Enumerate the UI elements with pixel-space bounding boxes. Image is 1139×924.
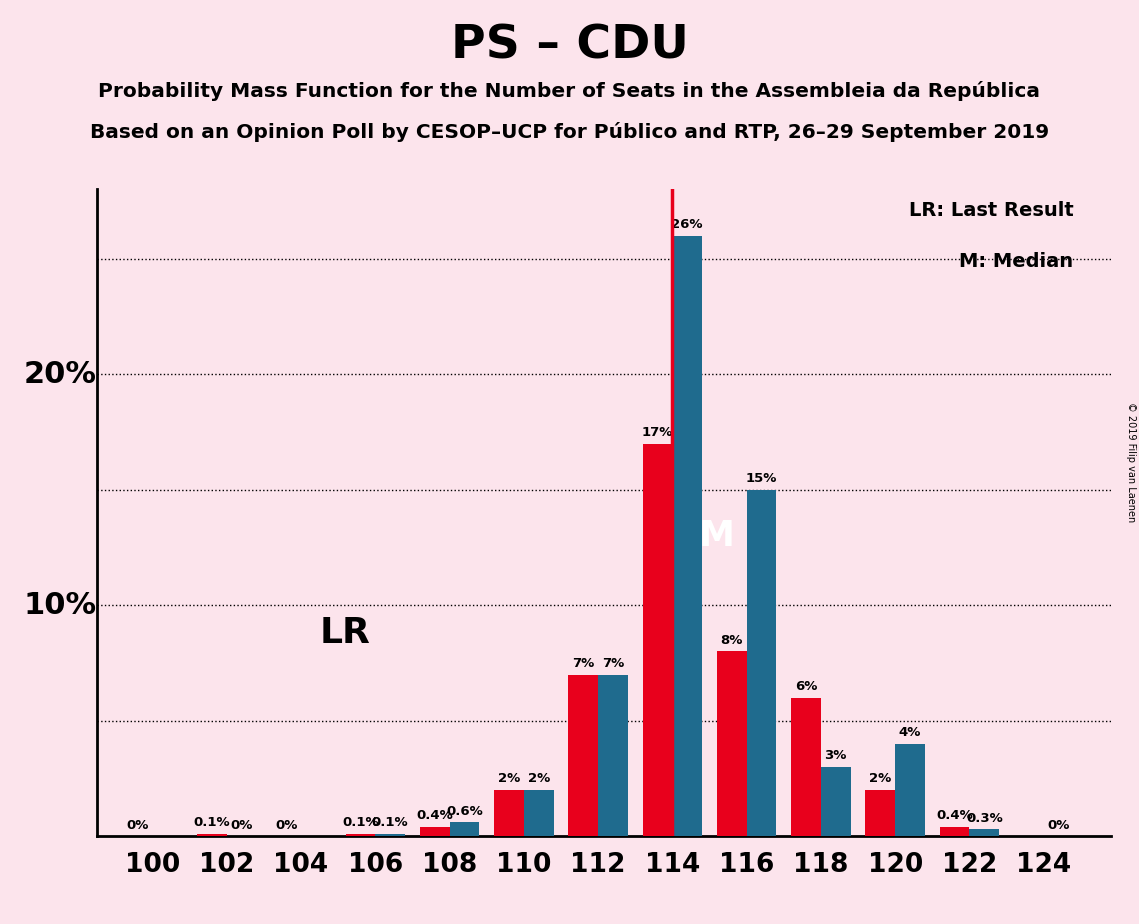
Bar xyxy=(376,834,405,836)
Text: 7%: 7% xyxy=(601,657,624,670)
Bar xyxy=(568,675,598,836)
Text: LR: Last Result: LR: Last Result xyxy=(909,201,1073,220)
Text: 6%: 6% xyxy=(795,680,817,693)
Text: M: Median: M: Median xyxy=(959,251,1073,271)
Bar xyxy=(450,822,480,836)
Text: 0%: 0% xyxy=(126,819,149,832)
Bar xyxy=(672,236,702,836)
Text: 26%: 26% xyxy=(672,218,703,231)
Text: 2%: 2% xyxy=(498,772,521,785)
Text: 0.4%: 0.4% xyxy=(417,809,453,822)
Text: 0.3%: 0.3% xyxy=(966,811,1002,825)
Bar xyxy=(197,834,227,836)
Text: 0%: 0% xyxy=(230,819,253,832)
Bar xyxy=(598,675,628,836)
Text: © 2019 Filip van Laenen: © 2019 Filip van Laenen xyxy=(1126,402,1136,522)
Text: 0.4%: 0.4% xyxy=(936,809,973,822)
Bar xyxy=(716,651,747,836)
Text: 8%: 8% xyxy=(721,634,743,647)
Text: 17%: 17% xyxy=(641,426,673,439)
Bar xyxy=(940,827,969,836)
Bar xyxy=(895,744,925,836)
Bar xyxy=(494,790,524,836)
Text: 0%: 0% xyxy=(274,819,297,832)
Text: 15%: 15% xyxy=(746,472,777,485)
Text: 7%: 7% xyxy=(572,657,595,670)
Bar xyxy=(420,827,450,836)
Text: Based on an Opinion Poll by CESOP–UCP for Público and RTP, 26–29 September 2019: Based on an Opinion Poll by CESOP–UCP fo… xyxy=(90,122,1049,142)
Bar xyxy=(747,490,777,836)
Bar xyxy=(345,834,376,836)
Text: 3%: 3% xyxy=(825,749,847,762)
Text: 4%: 4% xyxy=(899,726,921,739)
Bar xyxy=(866,790,895,836)
Text: LR: LR xyxy=(320,616,370,650)
Text: 0.1%: 0.1% xyxy=(342,816,379,830)
Text: 10%: 10% xyxy=(24,590,97,620)
Text: M: M xyxy=(698,519,735,553)
Text: 0%: 0% xyxy=(1048,819,1070,832)
Bar xyxy=(969,830,999,836)
Text: PS – CDU: PS – CDU xyxy=(451,23,688,68)
Text: 0.1%: 0.1% xyxy=(371,816,409,830)
Bar xyxy=(792,698,821,836)
Text: 0.1%: 0.1% xyxy=(194,816,230,830)
Bar xyxy=(821,767,851,836)
Text: Probability Mass Function for the Number of Seats in the Assembleia da República: Probability Mass Function for the Number… xyxy=(98,81,1041,102)
Text: 0.6%: 0.6% xyxy=(446,805,483,818)
Text: 2%: 2% xyxy=(869,772,892,785)
Bar xyxy=(642,444,672,836)
Text: 20%: 20% xyxy=(24,359,97,389)
Bar xyxy=(524,790,554,836)
Text: 2%: 2% xyxy=(527,772,550,785)
